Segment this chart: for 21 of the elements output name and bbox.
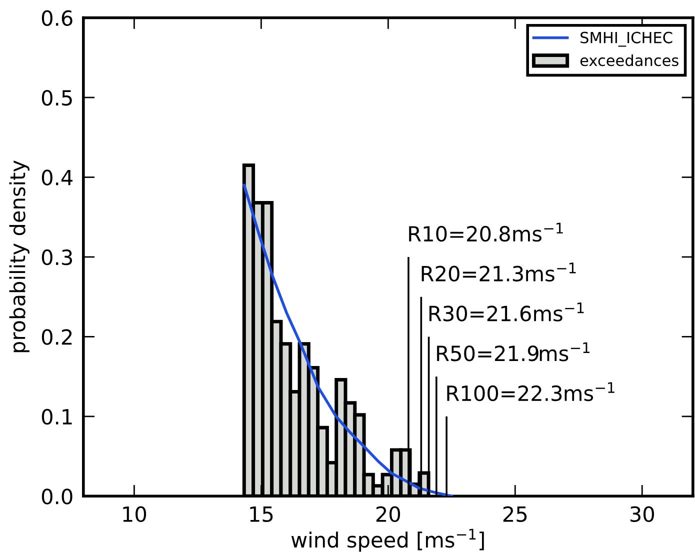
y-tick-label: 0.2: [42, 329, 72, 345]
x-tick-label: 25: [503, 506, 527, 522]
x-axis-title: wind speed [ms$^{−1}$]: [291, 528, 484, 552]
y-tick-label: 0.1: [42, 408, 72, 425]
y-tick-label: 0.0: [42, 488, 72, 504]
x-tick-label: 15: [250, 506, 273, 522]
y-tick-label: 0.6: [42, 10, 72, 26]
annotation: R30=21.6ms$^{−1}$: [429, 302, 584, 322]
annotation: R100=22.3ms$^{−1}$: [447, 382, 614, 402]
y-tick-label: 0.3: [42, 249, 72, 266]
y-axis-title: probability density: [9, 160, 30, 352]
annotation: R10=20.8ms$^{−1}$: [409, 222, 563, 242]
x-tick-label: 30: [630, 506, 654, 522]
annotation: R50=21.9ms$^{−1}$: [437, 342, 590, 362]
y-tick-label: 0.4: [42, 170, 73, 186]
annotation: R20=21.3ms$^{−1}$: [422, 262, 576, 282]
x-tick-label: 10: [123, 506, 146, 522]
legend-label: SMHI_ICHEC: [580, 32, 672, 47]
y-tick-label: 0.5: [42, 90, 72, 106]
x-tick-label: 20: [376, 506, 400, 522]
legend-label: exceedances: [580, 54, 678, 66]
